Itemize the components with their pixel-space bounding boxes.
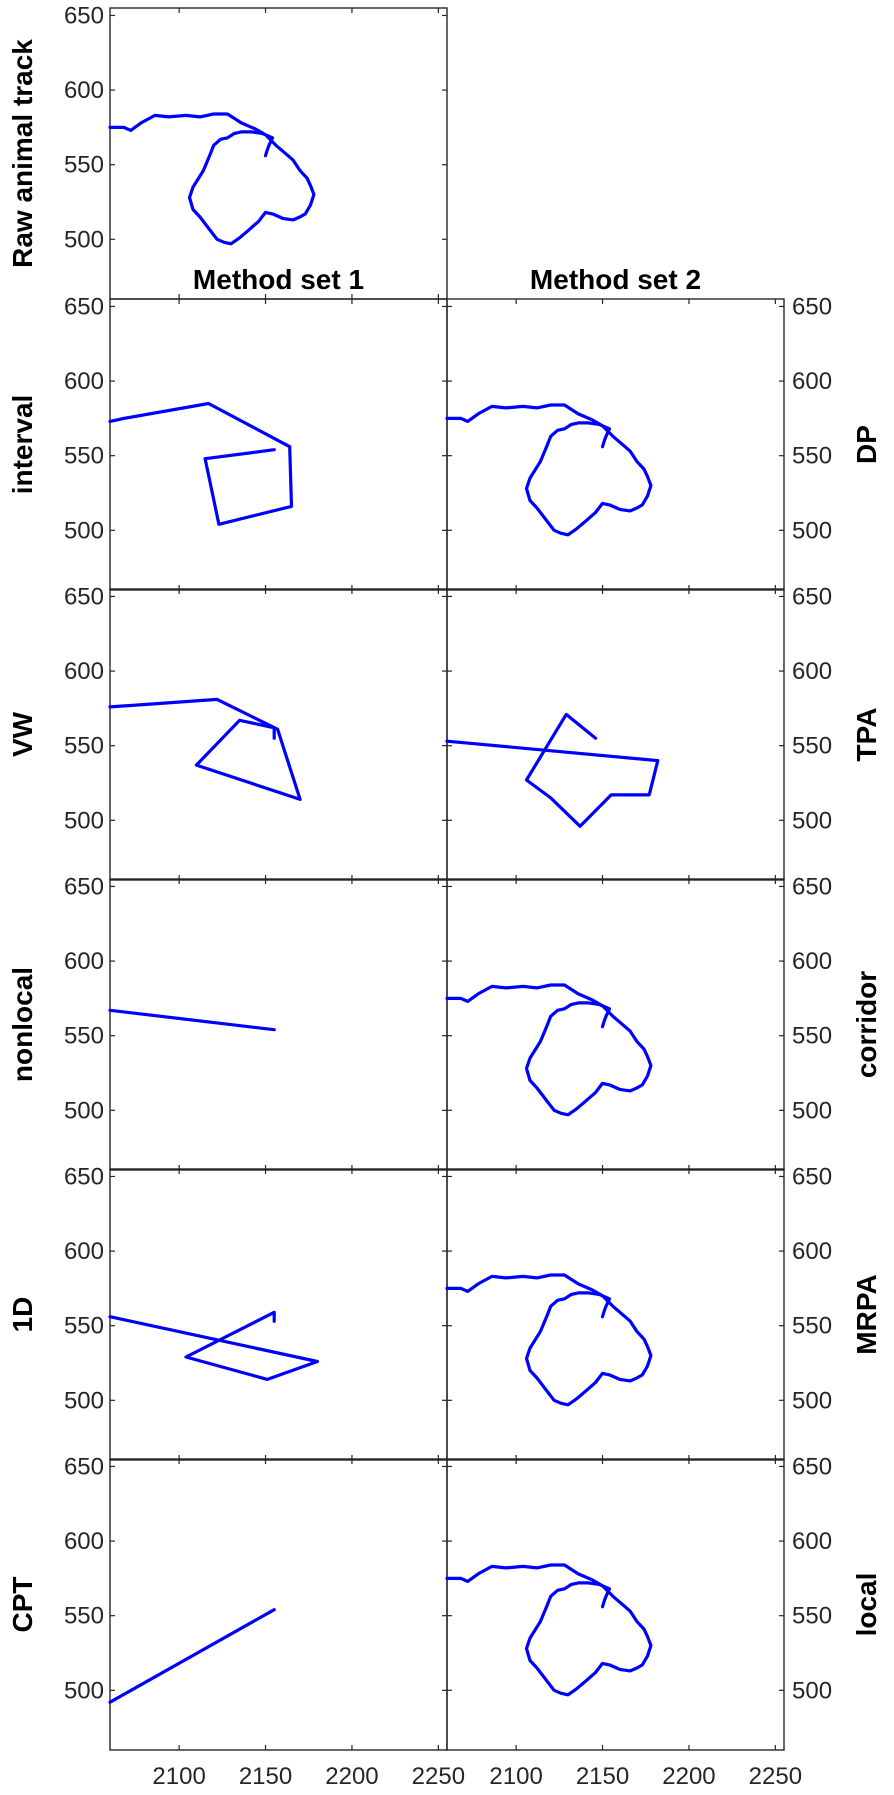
panel-interval-ytick-label: 550	[64, 443, 104, 470]
panel-nonlocal-ytick-label: 650	[64, 873, 104, 900]
raw-track-panel-frame	[109, 7, 448, 300]
panel-cpt-xtick-label: 2100	[152, 1763, 205, 1790]
panel-vw-ytick-label: 600	[64, 658, 104, 685]
panel-mrpa-ytick-label: 600	[792, 1238, 832, 1265]
panel-tpa-series	[445, 712, 660, 828]
panel-local-series	[445, 1563, 653, 1697]
panel-nonlocal-frame	[109, 878, 448, 1171]
panel-local-ytick-label: 650	[792, 1453, 832, 1480]
raw-track-panel-ytick-label: 650	[64, 2, 104, 29]
raw-track-panel-ytick-label: 600	[64, 77, 104, 104]
panel-1d-ytick-label: 550	[64, 1313, 104, 1340]
panel-local-frame	[446, 1458, 785, 1751]
panel-cpt-frame	[109, 1458, 448, 1751]
panel-dp-ytick-label: 500	[792, 517, 832, 544]
panel-cpt-ytick-label: 550	[64, 1603, 104, 1630]
panel-vw-series	[108, 697, 302, 801]
raw-track-label: Raw animal track	[7, 39, 38, 268]
panel-local-xtick-label: 2150	[576, 1763, 629, 1790]
panel-vw-ytick-label: 500	[64, 807, 104, 834]
panel-corridor-ytick-label: 650	[792, 873, 832, 900]
panel-mrpa-series	[445, 1273, 653, 1407]
panel-corridor-ytick-label: 500	[792, 1097, 832, 1124]
panel-local-ytick-label: 550	[792, 1603, 832, 1630]
panel-local-xtick-label: 2100	[489, 1763, 542, 1790]
panel-1d-ytick-label: 500	[64, 1387, 104, 1414]
panel-vw-label: VW	[7, 711, 38, 757]
panel-local-xtick-label: 2200	[662, 1763, 715, 1790]
panel-tpa-ytick-label: 500	[792, 807, 832, 834]
panel-dp-frame	[446, 298, 785, 591]
panel-dp-ytick-label: 650	[792, 293, 832, 320]
panel-mrpa-ytick-label: 650	[792, 1163, 832, 1190]
panel-corridor-label: corridor	[851, 971, 882, 1078]
panel-local-xtick-label: 2250	[749, 1763, 802, 1790]
tick-labels: 650 600 550 500 650 600 550 500 650 600 550 500 650 6…	[64, 2, 832, 1790]
panel-1d-ytick-label: 650	[64, 1163, 104, 1190]
panel-dp-ytick-label: 550	[792, 443, 832, 470]
panel-nonlocal-ytick-label: 500	[64, 1097, 104, 1124]
axes-frames	[109, 7, 785, 1751]
track-lines	[108, 112, 660, 1704]
raw-track-series	[108, 112, 316, 246]
panel-dp-label: DP	[851, 425, 882, 464]
panel-mrpa-frame	[446, 1168, 785, 1461]
panel-1d-frame	[109, 1168, 448, 1461]
panel-cpt-xtick-label: 2150	[239, 1763, 292, 1790]
panel-dp-series	[445, 403, 653, 537]
panel-interval-ytick-label: 500	[64, 517, 104, 544]
panel-tpa-label: TPA	[851, 708, 882, 762]
panel-mrpa-ytick-label: 550	[792, 1313, 832, 1340]
panel-nonlocal-ytick-label: 550	[64, 1023, 104, 1050]
panel-cpt-xtick-label: 2200	[325, 1763, 378, 1790]
panel-tpa-ytick-label: 600	[792, 658, 832, 685]
panel-interval-ytick-label: 650	[64, 293, 104, 320]
panel-corridor-ytick-label: 600	[792, 948, 832, 975]
panel-cpt-label: CPT	[7, 1577, 38, 1633]
panel-interval-frame	[109, 298, 448, 591]
panel-local-ytick-label: 500	[792, 1677, 832, 1704]
panel-vw-ytick-label: 650	[64, 583, 104, 610]
panel-1d-series	[108, 1310, 319, 1381]
panel-cpt-series	[108, 1608, 276, 1704]
panel-mrpa-label: MRPA	[851, 1274, 882, 1354]
panel-1d-ytick-label: 600	[64, 1238, 104, 1265]
column-title-2: Method set 2	[530, 264, 701, 295]
panel-interval-series	[108, 401, 294, 526]
raw-track-panel-ytick-label: 500	[64, 226, 104, 253]
panel-tpa-ytick-label: 550	[792, 733, 832, 760]
panel-local-ytick-label: 600	[792, 1528, 832, 1555]
panel-corridor-series	[445, 983, 653, 1117]
panel-cpt-ytick-label: 600	[64, 1528, 104, 1555]
panel-cpt-xtick-label: 2250	[412, 1763, 465, 1790]
panel-labels: Raw animal track Method set 1 Method set 2…	[7, 39, 882, 1637]
panel-tpa-frame	[446, 588, 785, 881]
panel-mrpa-ytick-label: 500	[792, 1387, 832, 1414]
panel-1d-label: 1D	[7, 1297, 38, 1333]
panel-interval-label: interval	[7, 395, 38, 495]
panel-vw-ytick-label: 550	[64, 733, 104, 760]
panel-corridor-ytick-label: 550	[792, 1023, 832, 1050]
panel-nonlocal-series	[108, 1008, 276, 1032]
panel-cpt-ytick-label: 650	[64, 1453, 104, 1480]
panel-interval-ytick-label: 600	[64, 368, 104, 395]
panel-corridor-frame	[446, 878, 785, 1171]
panel-nonlocal-ytick-label: 600	[64, 948, 104, 975]
panel-local-label: local	[851, 1573, 882, 1637]
panel-tpa-ytick-label: 650	[792, 583, 832, 610]
raw-track-panel-ytick-label: 550	[64, 152, 104, 179]
column-title-1: Method set 1	[193, 264, 364, 295]
panel-dp-ytick-label: 600	[792, 368, 832, 395]
panel-nonlocal-label: nonlocal	[7, 967, 38, 1082]
panel-cpt-ytick-label: 500	[64, 1677, 104, 1704]
